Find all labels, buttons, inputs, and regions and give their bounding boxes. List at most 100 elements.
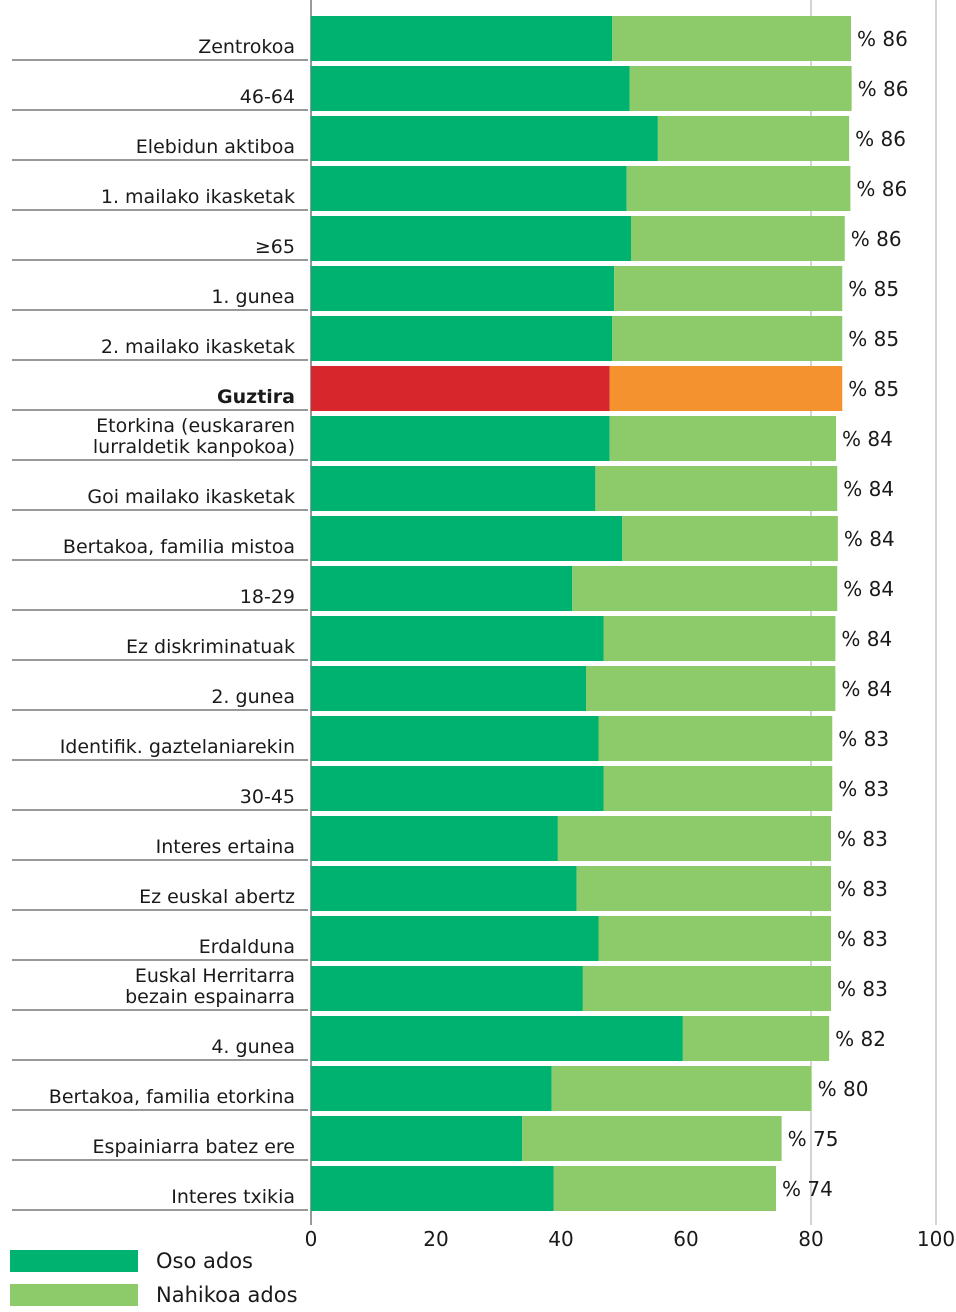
bar-nahikoa-ados-12 [603, 616, 836, 661]
x-tick-label-80: 80 [798, 1227, 823, 1251]
bar-nahikoa-ados-16 [557, 816, 831, 861]
bar-nahikoa-ados-2 [657, 116, 850, 161]
bar-nahikoa-ados-14 [598, 716, 833, 761]
bar-nahikoa-ados-6 [612, 316, 843, 361]
total-label-20: % 82 [835, 1027, 886, 1051]
total-label-15: % 83 [838, 777, 889, 801]
bar-oso-ados-1 [311, 66, 630, 111]
bar-oso-ados-5 [311, 266, 615, 311]
bar-oso-ados-7 [311, 366, 610, 411]
bar-oso-ados-18 [311, 916, 599, 961]
bar-oso-ados-13 [311, 666, 586, 711]
bar-nahikoa-ados-1 [629, 66, 852, 111]
category-label-0: Zentrokoa [198, 36, 295, 58]
total-label-3: % 86 [856, 177, 907, 201]
category-label-10: Bertakoa, familia mistoa [63, 536, 295, 558]
total-label-22: % 75 [788, 1127, 839, 1151]
category-label-13: 2. gunea [211, 686, 295, 708]
bar-oso-ados-9 [311, 466, 596, 511]
bar-oso-ados-15 [311, 766, 604, 811]
bar-nahikoa-ados-4 [631, 216, 845, 261]
bar-nahikoa-ados-19 [582, 966, 831, 1011]
total-label-6: % 85 [848, 327, 899, 351]
category-label-12: Ez diskriminatuak [126, 636, 295, 658]
bar-oso-ados-3 [311, 166, 627, 211]
category-label-15: 30-45 [240, 786, 295, 808]
bar-nahikoa-ados-15 [603, 766, 833, 811]
total-label-18: % 83 [837, 927, 888, 951]
category-label-23: Interes txikia [171, 1186, 295, 1208]
bar-oso-ados-21 [311, 1066, 552, 1111]
x-tick-label-60: 60 [673, 1227, 698, 1251]
total-label-13: % 84 [841, 677, 892, 701]
category-label-2: Elebidun aktiboa [136, 136, 295, 158]
bar-oso-ados-16 [311, 816, 558, 861]
total-label-0: % 86 [857, 27, 908, 51]
bar-nahikoa-ados-7 [609, 366, 843, 411]
bar-nahikoa-ados-0 [612, 16, 851, 61]
total-label-2: % 86 [855, 127, 906, 151]
category-label-9: Goi mailako ikasketak [87, 486, 295, 508]
bar-oso-ados-20 [311, 1016, 683, 1061]
category-label-17: Ez euskal abertz [139, 886, 295, 908]
category-label-22: Espainiarra batez ere [93, 1136, 295, 1158]
bar-oso-ados-4 [311, 216, 631, 261]
bar-oso-ados-19 [311, 966, 583, 1011]
legend-item-nahikoa-ados: Nahikoa ados [10, 1278, 298, 1312]
total-label-23: % 74 [782, 1177, 833, 1201]
bar-nahikoa-ados-5 [614, 266, 843, 311]
bar-oso-ados-6 [311, 316, 613, 361]
total-label-14: % 83 [838, 727, 889, 751]
legend-label-nahikoa-ados: Nahikoa ados [156, 1283, 298, 1307]
category-label-5: 1. gunea [211, 286, 295, 308]
bar-oso-ados-8 [311, 416, 610, 461]
category-label-6: 2. mailako ikasketak [101, 336, 295, 358]
total-label-19: % 83 [837, 977, 888, 1001]
total-label-12: % 84 [841, 627, 892, 651]
bar-oso-ados-10 [311, 516, 623, 561]
category-label-20: 4. gunea [211, 1036, 295, 1058]
total-label-21: % 80 [818, 1077, 869, 1101]
category-label-4: ≥65 [255, 236, 295, 258]
category-label-19: Euskal Herritarra bezain espainarra [125, 965, 295, 1008]
bar-oso-ados-2 [311, 116, 658, 161]
total-label-4: % 86 [851, 227, 902, 251]
total-label-11: % 84 [843, 577, 894, 601]
bar-nahikoa-ados-23 [553, 1166, 776, 1211]
x-tick-label-100: 100 [917, 1227, 955, 1251]
total-label-7: % 85 [848, 377, 899, 401]
legend: Oso ados Nahikoa ados [10, 1244, 298, 1312]
bar-nahikoa-ados-22 [522, 1116, 782, 1161]
bar-nahikoa-ados-11 [572, 566, 838, 611]
total-label-10: % 84 [844, 527, 895, 551]
total-label-9: % 84 [843, 477, 894, 501]
total-label-8: % 84 [842, 427, 893, 451]
bar-nahikoa-ados-9 [595, 466, 838, 511]
bar-nahikoa-ados-18 [598, 916, 831, 961]
bar-oso-ados-11 [311, 566, 573, 611]
category-label-7: Guztira [217, 386, 295, 408]
total-label-17: % 83 [837, 877, 888, 901]
category-label-18: Erdalduna [199, 936, 295, 958]
total-label-5: % 85 [848, 277, 899, 301]
bar-oso-ados-22 [311, 1116, 523, 1161]
x-tick-label-0: 0 [305, 1227, 318, 1251]
legend-item-oso-ados: Oso ados [10, 1244, 298, 1278]
legend-swatch-nahikoa-ados [10, 1284, 138, 1306]
bar-nahikoa-ados-3 [626, 166, 851, 211]
category-label-16: Interes ertaina [156, 836, 295, 858]
legend-label-oso-ados: Oso ados [156, 1249, 253, 1273]
bar-oso-ados-17 [311, 866, 577, 911]
bar-nahikoa-ados-17 [576, 866, 831, 911]
bar-nahikoa-ados-13 [586, 666, 836, 711]
category-label-8: Etorkina (euskararen lurraldetik kanpokoa… [93, 415, 295, 458]
bar-nahikoa-ados-21 [551, 1066, 812, 1111]
total-label-1: % 86 [858, 77, 909, 101]
category-label-3: 1. mailako ikasketak [101, 186, 295, 208]
category-label-21: Bertakoa, familia etorkina [49, 1086, 295, 1108]
bar-oso-ados-14 [311, 716, 599, 761]
bar-nahikoa-ados-10 [622, 516, 838, 561]
x-tick-label-40: 40 [548, 1227, 573, 1251]
bar-nahikoa-ados-20 [682, 1016, 830, 1061]
